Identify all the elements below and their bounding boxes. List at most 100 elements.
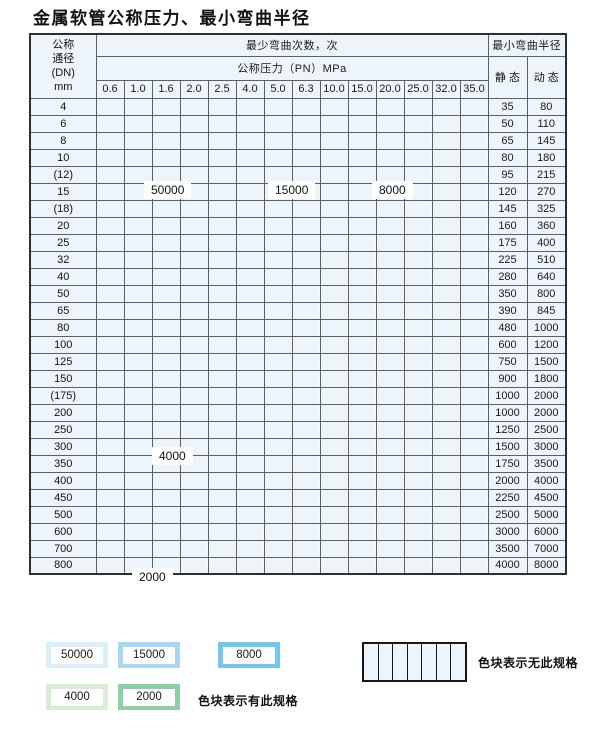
cell-300-32.0 bbox=[431, 437, 461, 456]
cell-350-2.5 bbox=[207, 454, 237, 473]
row-static-radius: 1500 bbox=[487, 437, 528, 456]
cell-350-15.0 bbox=[347, 454, 377, 473]
cell-6-2.5 bbox=[207, 114, 237, 133]
cell-500-35.0 bbox=[459, 505, 489, 524]
dn-line-1: 公称 bbox=[52, 39, 75, 52]
cell-700-32.0 bbox=[431, 539, 461, 558]
cell-32-32.0 bbox=[431, 250, 461, 269]
cell-500-32.0 bbox=[431, 505, 461, 524]
cell-80-1.0 bbox=[123, 318, 153, 337]
header-pressure-0: 0.6 bbox=[95, 79, 125, 99]
cell-300-10.0 bbox=[319, 437, 349, 456]
cell-800-15.0 bbox=[347, 556, 377, 575]
cell-500-25.0 bbox=[403, 505, 433, 524]
row-static-radius: 160 bbox=[487, 216, 528, 235]
cell-800-6.3 bbox=[291, 556, 321, 575]
cell-450-15.0 bbox=[347, 488, 377, 507]
cell-150-6.3 bbox=[291, 369, 321, 388]
cell-250-32.0 bbox=[431, 420, 461, 439]
row-dynamic-radius: 145 bbox=[526, 131, 567, 150]
cell-4-1.0 bbox=[123, 97, 153, 116]
cell-150-15.0 bbox=[347, 369, 377, 388]
table-row: 10 80 180 bbox=[29, 148, 567, 167]
cell-600-10.0 bbox=[319, 522, 349, 541]
header-pressure-5: 4.0 bbox=[235, 79, 265, 99]
header-radius-group: 最小弯曲半径 bbox=[487, 33, 567, 57]
cell-250-35.0 bbox=[459, 420, 489, 439]
table-row: 125 750 1500 bbox=[29, 352, 567, 371]
cell-(18)-1.6 bbox=[151, 199, 181, 218]
cell-6-4.0 bbox=[235, 114, 265, 133]
cell-450-35.0 bbox=[459, 488, 489, 507]
cell-350-10.0 bbox=[319, 454, 349, 473]
row-dynamic-radius: 800 bbox=[526, 284, 567, 303]
cell-4-25.0 bbox=[403, 97, 433, 116]
cell-150-20.0 bbox=[375, 369, 405, 388]
cell-32-2.5 bbox=[207, 250, 237, 269]
table-row: 100 600 1200 bbox=[29, 335, 567, 354]
cell-(175)-15.0 bbox=[347, 386, 377, 405]
legend-no-spec-swatch bbox=[362, 642, 467, 682]
row-static-radius: 145 bbox=[487, 199, 528, 218]
cell-250-15.0 bbox=[347, 420, 377, 439]
cell-65-5.0 bbox=[263, 301, 293, 320]
cell-600-6.3 bbox=[291, 522, 321, 541]
table-row: 300 1500 3000 bbox=[29, 437, 567, 456]
callout-15000: 15000 bbox=[268, 181, 316, 199]
cell-800-5.0 bbox=[263, 556, 293, 575]
cell-250-20.0 bbox=[375, 420, 405, 439]
cell-300-1.0 bbox=[123, 437, 153, 456]
row-dynamic-radius: 3500 bbox=[526, 454, 567, 473]
row-dynamic-radius: 7000 bbox=[526, 539, 567, 558]
header-radius-static: 静 态 bbox=[487, 55, 528, 99]
header-pressure-2: 1.6 bbox=[151, 79, 181, 99]
row-dn-label: 40 bbox=[29, 267, 97, 286]
cell-65-35.0 bbox=[459, 301, 489, 320]
cell-300-25.0 bbox=[403, 437, 433, 456]
table-row: 400 2000 4000 bbox=[29, 471, 567, 490]
cell-600-4.0 bbox=[235, 522, 265, 541]
row-dynamic-radius: 640 bbox=[526, 267, 567, 286]
cell-600-1.6 bbox=[151, 522, 181, 541]
cell-125-35.0 bbox=[459, 352, 489, 371]
cell-500-2.5 bbox=[207, 505, 237, 524]
cell-80-6.3 bbox=[291, 318, 321, 337]
cell-20-15.0 bbox=[347, 216, 377, 235]
row-dynamic-radius: 1000 bbox=[526, 318, 567, 337]
cell-65-6.3 bbox=[291, 301, 321, 320]
cell-250-2.5 bbox=[207, 420, 237, 439]
header-pressure-7: 6.3 bbox=[291, 79, 321, 99]
legend-slab bbox=[422, 644, 437, 680]
table-row: 80 480 1000 bbox=[29, 318, 567, 337]
cell-(175)-5.0 bbox=[263, 386, 293, 405]
cell-40-25.0 bbox=[403, 267, 433, 286]
cell-(12)-35.0 bbox=[459, 165, 489, 184]
cell-65-1.6 bbox=[151, 301, 181, 320]
page-title: 金属软管公称压力、最小弯曲半径 bbox=[33, 9, 311, 28]
cell-(175)-25.0 bbox=[403, 386, 433, 405]
cell-400-1.0 bbox=[123, 471, 153, 490]
cell-200-1.0 bbox=[123, 403, 153, 422]
legend-slab bbox=[408, 644, 423, 680]
cell-32-6.3 bbox=[291, 250, 321, 269]
cell-(18)-1.0 bbox=[123, 199, 153, 218]
table-row: 600 3000 6000 bbox=[29, 522, 567, 541]
cell-400-0.6 bbox=[95, 471, 125, 490]
table-row: 50 350 800 bbox=[29, 284, 567, 303]
cell-800-4.0 bbox=[235, 556, 265, 575]
cell-80-5.0 bbox=[263, 318, 293, 337]
cell-65-1.0 bbox=[123, 301, 153, 320]
cell-100-1.6 bbox=[151, 335, 181, 354]
cell-125-25.0 bbox=[403, 352, 433, 371]
cell-8-5.0 bbox=[263, 131, 293, 150]
cell-20-5.0 bbox=[263, 216, 293, 235]
header-pressure-11: 25.0 bbox=[403, 79, 433, 99]
legend-swatch-label: 4000 bbox=[51, 688, 103, 706]
cell-(12)-4.0 bbox=[235, 165, 265, 184]
cell-65-2.0 bbox=[179, 301, 209, 320]
row-dynamic-radius: 4000 bbox=[526, 471, 567, 490]
table-row: 20 160 360 bbox=[29, 216, 567, 235]
cell-250-25.0 bbox=[403, 420, 433, 439]
legend-slab bbox=[437, 644, 452, 680]
cell-40-1.6 bbox=[151, 267, 181, 286]
